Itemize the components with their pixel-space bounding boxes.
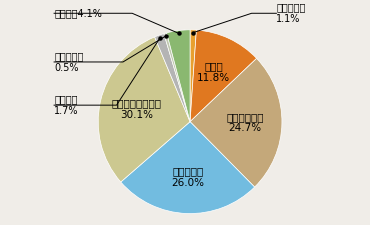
Text: 不燃系廃棄物
24.7%: 不燃系廃棄物 24.7%	[226, 112, 264, 133]
Wedge shape	[166, 30, 190, 122]
Text: 漁具・漁網
0.5%: 漁具・漁網 0.5%	[54, 51, 84, 73]
Text: その他　4.1%: その他 4.1%	[54, 8, 102, 18]
Text: 柱材・角材
1.1%: 柱材・角材 1.1%	[276, 2, 306, 24]
Wedge shape	[121, 122, 255, 214]
Text: 金属くず
1.7%: 金属くず 1.7%	[54, 94, 78, 116]
Wedge shape	[190, 58, 282, 187]
Text: コンクリートがら
30.1%: コンクリートがら 30.1%	[111, 98, 161, 120]
Wedge shape	[190, 30, 257, 122]
Wedge shape	[164, 33, 190, 122]
Text: 可燃物
11.8%: 可燃物 11.8%	[197, 61, 230, 83]
Text: 津波堆積土
26.0%: 津波堆積土 26.0%	[171, 166, 205, 188]
Wedge shape	[98, 37, 190, 182]
Wedge shape	[155, 34, 190, 122]
Wedge shape	[190, 30, 196, 122]
